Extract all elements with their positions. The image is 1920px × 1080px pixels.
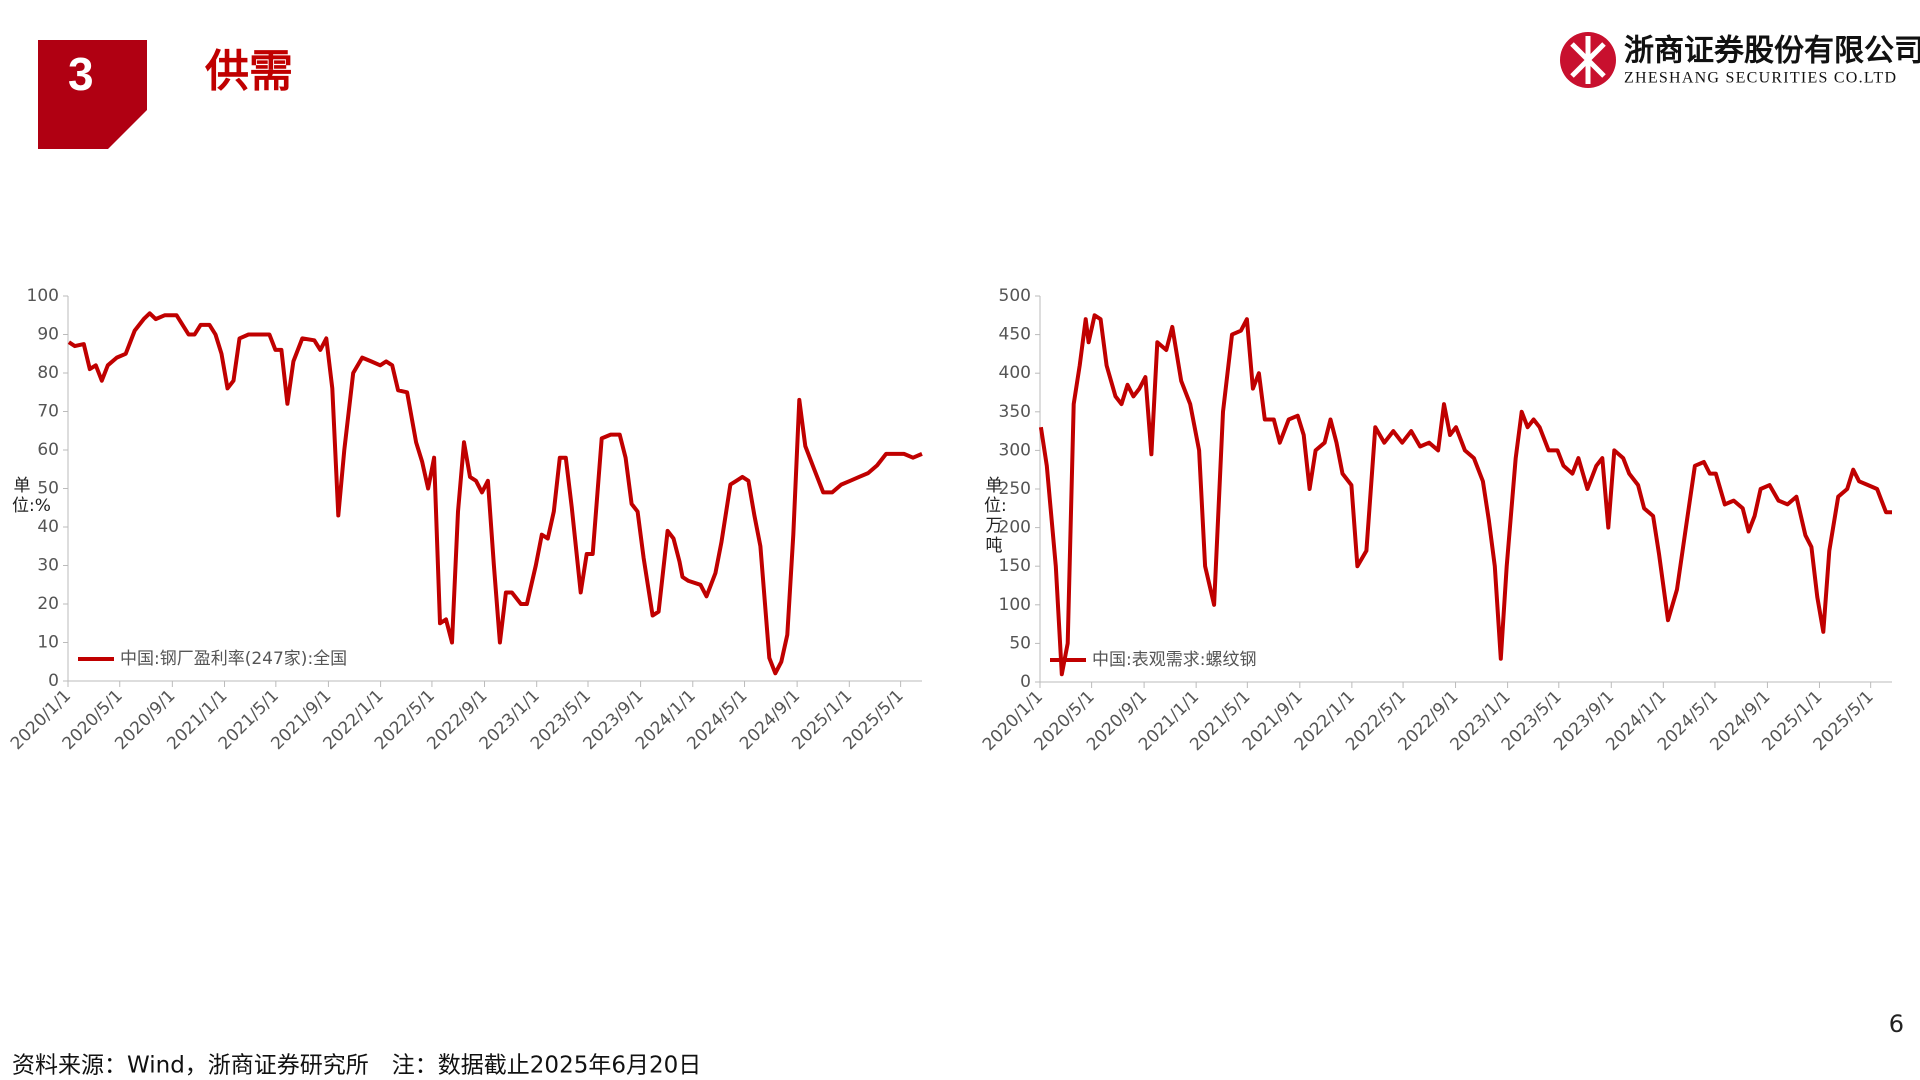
y-tick-label: 90 bbox=[37, 325, 59, 345]
page-title: 供需 bbox=[205, 46, 293, 97]
y-tick-label: 80 bbox=[37, 363, 59, 383]
y-tick-label: 50 bbox=[1009, 633, 1031, 653]
y-tick-label: 250 bbox=[999, 479, 1031, 499]
page-number: 6 bbox=[1889, 1010, 1904, 1038]
y-tick-label: 0 bbox=[48, 671, 59, 691]
y-tick-label: 40 bbox=[37, 517, 59, 537]
y-axis-label: 单位:万吨 bbox=[984, 476, 1007, 556]
y-tick-label: 400 bbox=[999, 363, 1031, 383]
y-tick-label: 10 bbox=[37, 633, 59, 653]
logo-mark bbox=[1570, 36, 1606, 84]
footer-source: 资料来源：Wind，浙商证券研究所 注：数据截止2025年6月20日 bbox=[12, 1053, 701, 1079]
section-badge bbox=[38, 40, 147, 149]
y-tick-label: 150 bbox=[999, 556, 1031, 576]
y-axis-label: 单位:% bbox=[12, 476, 51, 516]
y-tick-label: 500 bbox=[999, 286, 1031, 306]
y-tick-label: 450 bbox=[999, 325, 1031, 345]
section-number: 3 bbox=[68, 48, 94, 100]
y-tick-label: 70 bbox=[37, 402, 59, 422]
y-tick-label: 100 bbox=[999, 595, 1031, 615]
y-tick-label: 30 bbox=[37, 556, 59, 576]
data-line bbox=[1038, 313, 1892, 677]
y-tick-label: 350 bbox=[999, 402, 1031, 422]
data-line bbox=[67, 311, 923, 676]
logo-name: 浙商证券股份有限公司 bbox=[1624, 34, 1920, 69]
y-tick-label: 20 bbox=[37, 594, 59, 614]
y-tick-label: 50 bbox=[37, 479, 59, 499]
y-tick-label: 60 bbox=[37, 440, 59, 460]
y-tick-label: 100 bbox=[27, 286, 59, 306]
y-tick-label: 0 bbox=[1020, 672, 1031, 692]
legend-label: 中国:表观需求:螺纹钢 bbox=[1092, 650, 1256, 670]
legend-label: 中国:钢厂盈利率(247家):全国 bbox=[120, 649, 347, 669]
y-tick-label: 200 bbox=[999, 518, 1031, 538]
y-tick-label: 300 bbox=[999, 440, 1031, 460]
logo-name-en: ZHESHANG SECURITIES CO.LTD bbox=[1624, 70, 1896, 87]
